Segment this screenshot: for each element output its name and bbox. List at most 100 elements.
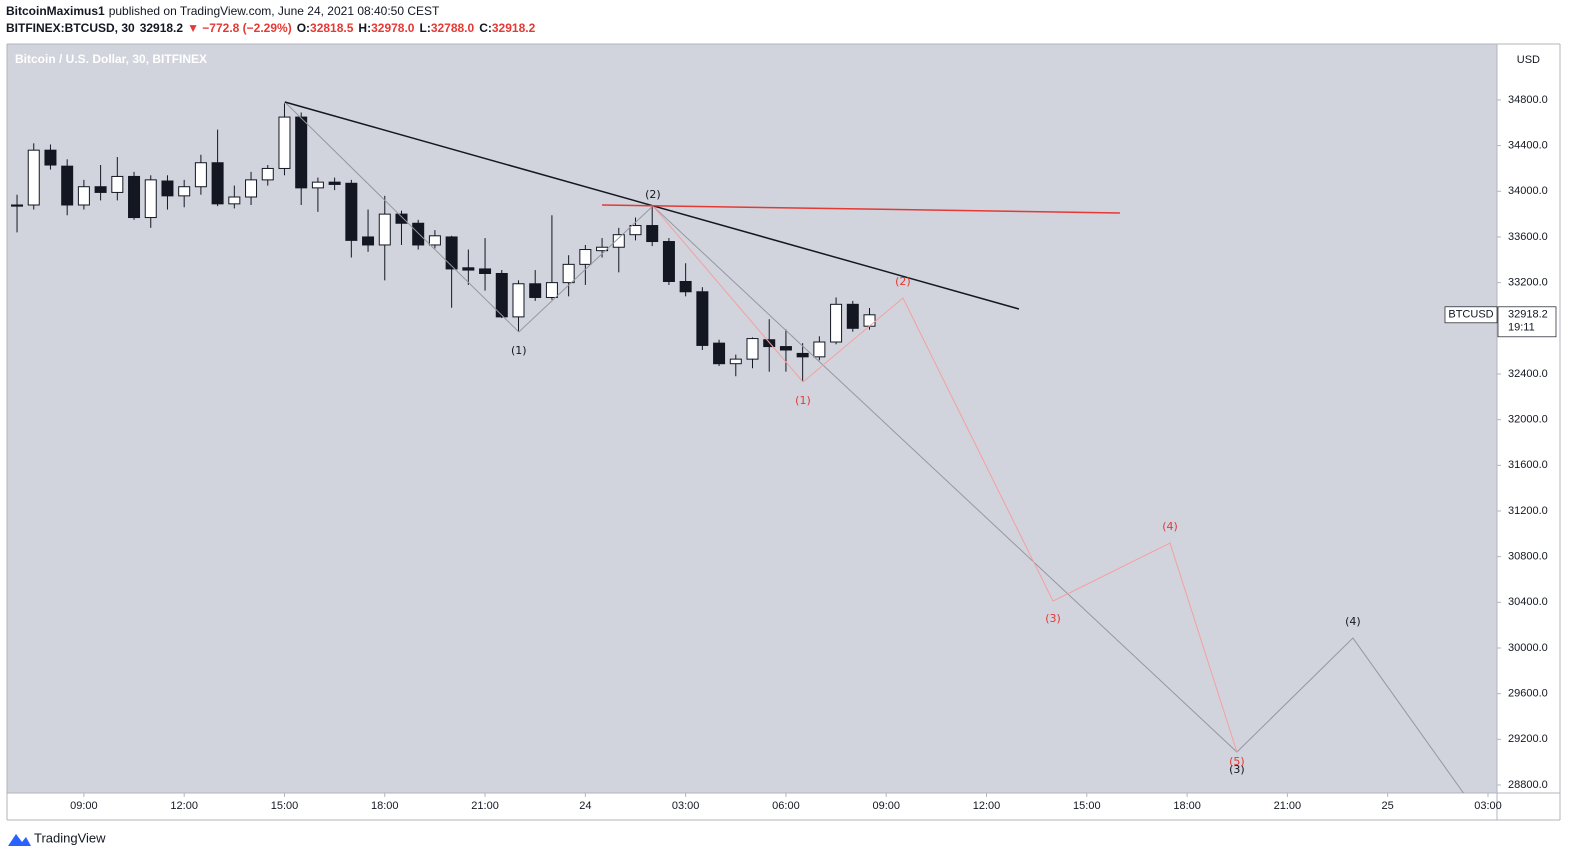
wave-label: (4) <box>1162 520 1178 533</box>
candle-body <box>161 180 174 197</box>
y-tick-label: 31200.0 <box>1508 505 1548 517</box>
y-tick-label: 32000.0 <box>1508 414 1548 426</box>
candle-body <box>228 196 241 205</box>
wave-label: (5) <box>1229 755 1245 768</box>
candle-body <box>278 116 291 169</box>
price-tag-symbol-box <box>1444 306 1498 324</box>
change: ▼ −772.8 (−2.29%) <box>187 21 292 35</box>
candle-body <box>77 186 90 206</box>
candle-body <box>412 222 425 246</box>
y-tick-label: 34400.0 <box>1508 140 1548 152</box>
x-tick-label: 21:00 <box>471 800 499 812</box>
x-tick-label: 21:00 <box>1274 800 1302 812</box>
header-line-2: BITFINEX:BTCUSD, 30 32918.2 ▼ −772.8 (−2.2… <box>6 21 536 35</box>
x-tick-label: 06:00 <box>772 800 800 812</box>
candle-body <box>646 225 659 243</box>
price-tag-symbol: BTCUSD <box>1448 309 1493 321</box>
candle-body <box>713 342 726 365</box>
y-tick-label: 33600.0 <box>1508 231 1548 243</box>
ohlc-value: 32788.0 <box>431 21 475 35</box>
x-tick-label: 09:00 <box>70 800 98 812</box>
candle-body <box>44 149 57 166</box>
published: published on TradingView.com, June 24, 2… <box>109 4 440 18</box>
candle-body <box>362 236 375 246</box>
drawing-line <box>652 205 1238 753</box>
wave-label: (3) <box>1045 612 1061 625</box>
candle-body <box>512 283 525 318</box>
x-tick-label: 12:00 <box>973 800 1001 812</box>
currency: USD <box>1517 54 1540 66</box>
x-tick-label: 18:00 <box>371 800 399 812</box>
ohlc-value: 32918.2 <box>492 21 536 35</box>
y-tick-label: 33200.0 <box>1508 277 1548 289</box>
candle-body <box>529 283 542 298</box>
ohlc-key: L: <box>419 21 430 35</box>
candle-body <box>495 272 508 318</box>
x-tick-label: 15:00 <box>1073 800 1101 812</box>
brand: TradingView <box>8 830 106 846</box>
candle-body <box>378 213 391 246</box>
y-tick-label: 28800.0 <box>1508 779 1548 791</box>
candle-body <box>863 314 876 327</box>
y-tick-label: 30800.0 <box>1508 551 1548 563</box>
wave-label: (4) <box>1345 615 1361 628</box>
brand-logo <box>8 834 31 846</box>
wave-label: (1) <box>795 394 811 407</box>
price-tag-box <box>1497 306 1557 338</box>
wave-label: (2) <box>645 188 661 201</box>
candle-body <box>746 338 759 360</box>
candle-body <box>211 162 224 205</box>
candle-body <box>61 165 74 206</box>
ohlc-value: 32818.5 <box>310 21 354 35</box>
x-tick-label: 25 <box>1382 800 1394 812</box>
ohlc-value: 32978.0 <box>371 21 415 35</box>
y-tick-label: 29200.0 <box>1508 733 1548 745</box>
chart-title: Bitcoin / U.S. Dollar, 30, BITFINEX <box>15 52 207 66</box>
header-line-1: BitcoinMaximus1 published on TradingView.… <box>6 4 440 18</box>
candle-body <box>144 179 157 219</box>
candle-body <box>27 149 40 206</box>
wave-label: (3) <box>1229 763 1245 776</box>
drawing-line <box>284 101 1465 793</box>
x-tick-label: 12:00 <box>170 800 198 812</box>
price-tag-countdown: 19:11 <box>1508 322 1535 334</box>
candle-body <box>128 175 141 219</box>
x-tick-label: 18:00 <box>1173 800 1201 812</box>
price-tag-price: 32918.2 <box>1508 309 1548 321</box>
candle-body <box>729 358 742 365</box>
candle-body <box>328 181 341 185</box>
candle-body <box>779 346 792 351</box>
y-tick-label: 30400.0 <box>1508 596 1548 608</box>
y-tick-label: 30000.0 <box>1508 642 1548 654</box>
candle-body <box>545 282 558 298</box>
x-tick-label: 15:00 <box>271 800 299 812</box>
candle-body <box>428 235 441 246</box>
candle-body <box>830 303 843 343</box>
y-tick-label: 32400.0 <box>1508 368 1548 380</box>
ohlc-key: C: <box>479 21 492 35</box>
x-tick-label: 09:00 <box>872 800 900 812</box>
candle-body <box>94 186 107 193</box>
y-tick-label: 34000.0 <box>1508 185 1548 197</box>
author: BitcoinMaximus1 <box>6 4 105 18</box>
ohlc-key: O: <box>297 21 310 35</box>
candle-body <box>612 234 625 248</box>
candle-body <box>462 267 475 271</box>
x-tick-label: 03:00 <box>672 800 700 812</box>
x-tick-label: 03:00 <box>1474 800 1502 812</box>
candle-body <box>696 291 709 346</box>
candle-body <box>178 186 191 197</box>
candle-body <box>245 179 258 198</box>
candle-body <box>813 341 826 358</box>
candle-body <box>679 280 692 293</box>
y-tick-label: 31600.0 <box>1508 459 1548 471</box>
candle-body <box>345 182 358 241</box>
candle-body <box>111 175 124 193</box>
wave-label: (1) <box>511 344 527 357</box>
candle-body <box>395 213 408 224</box>
plot-area <box>7 44 1497 793</box>
candle-body <box>629 225 642 236</box>
symbol: BITFINEX:BTCUSD, 30 <box>6 21 135 35</box>
brand-name: TradingView <box>34 830 106 845</box>
